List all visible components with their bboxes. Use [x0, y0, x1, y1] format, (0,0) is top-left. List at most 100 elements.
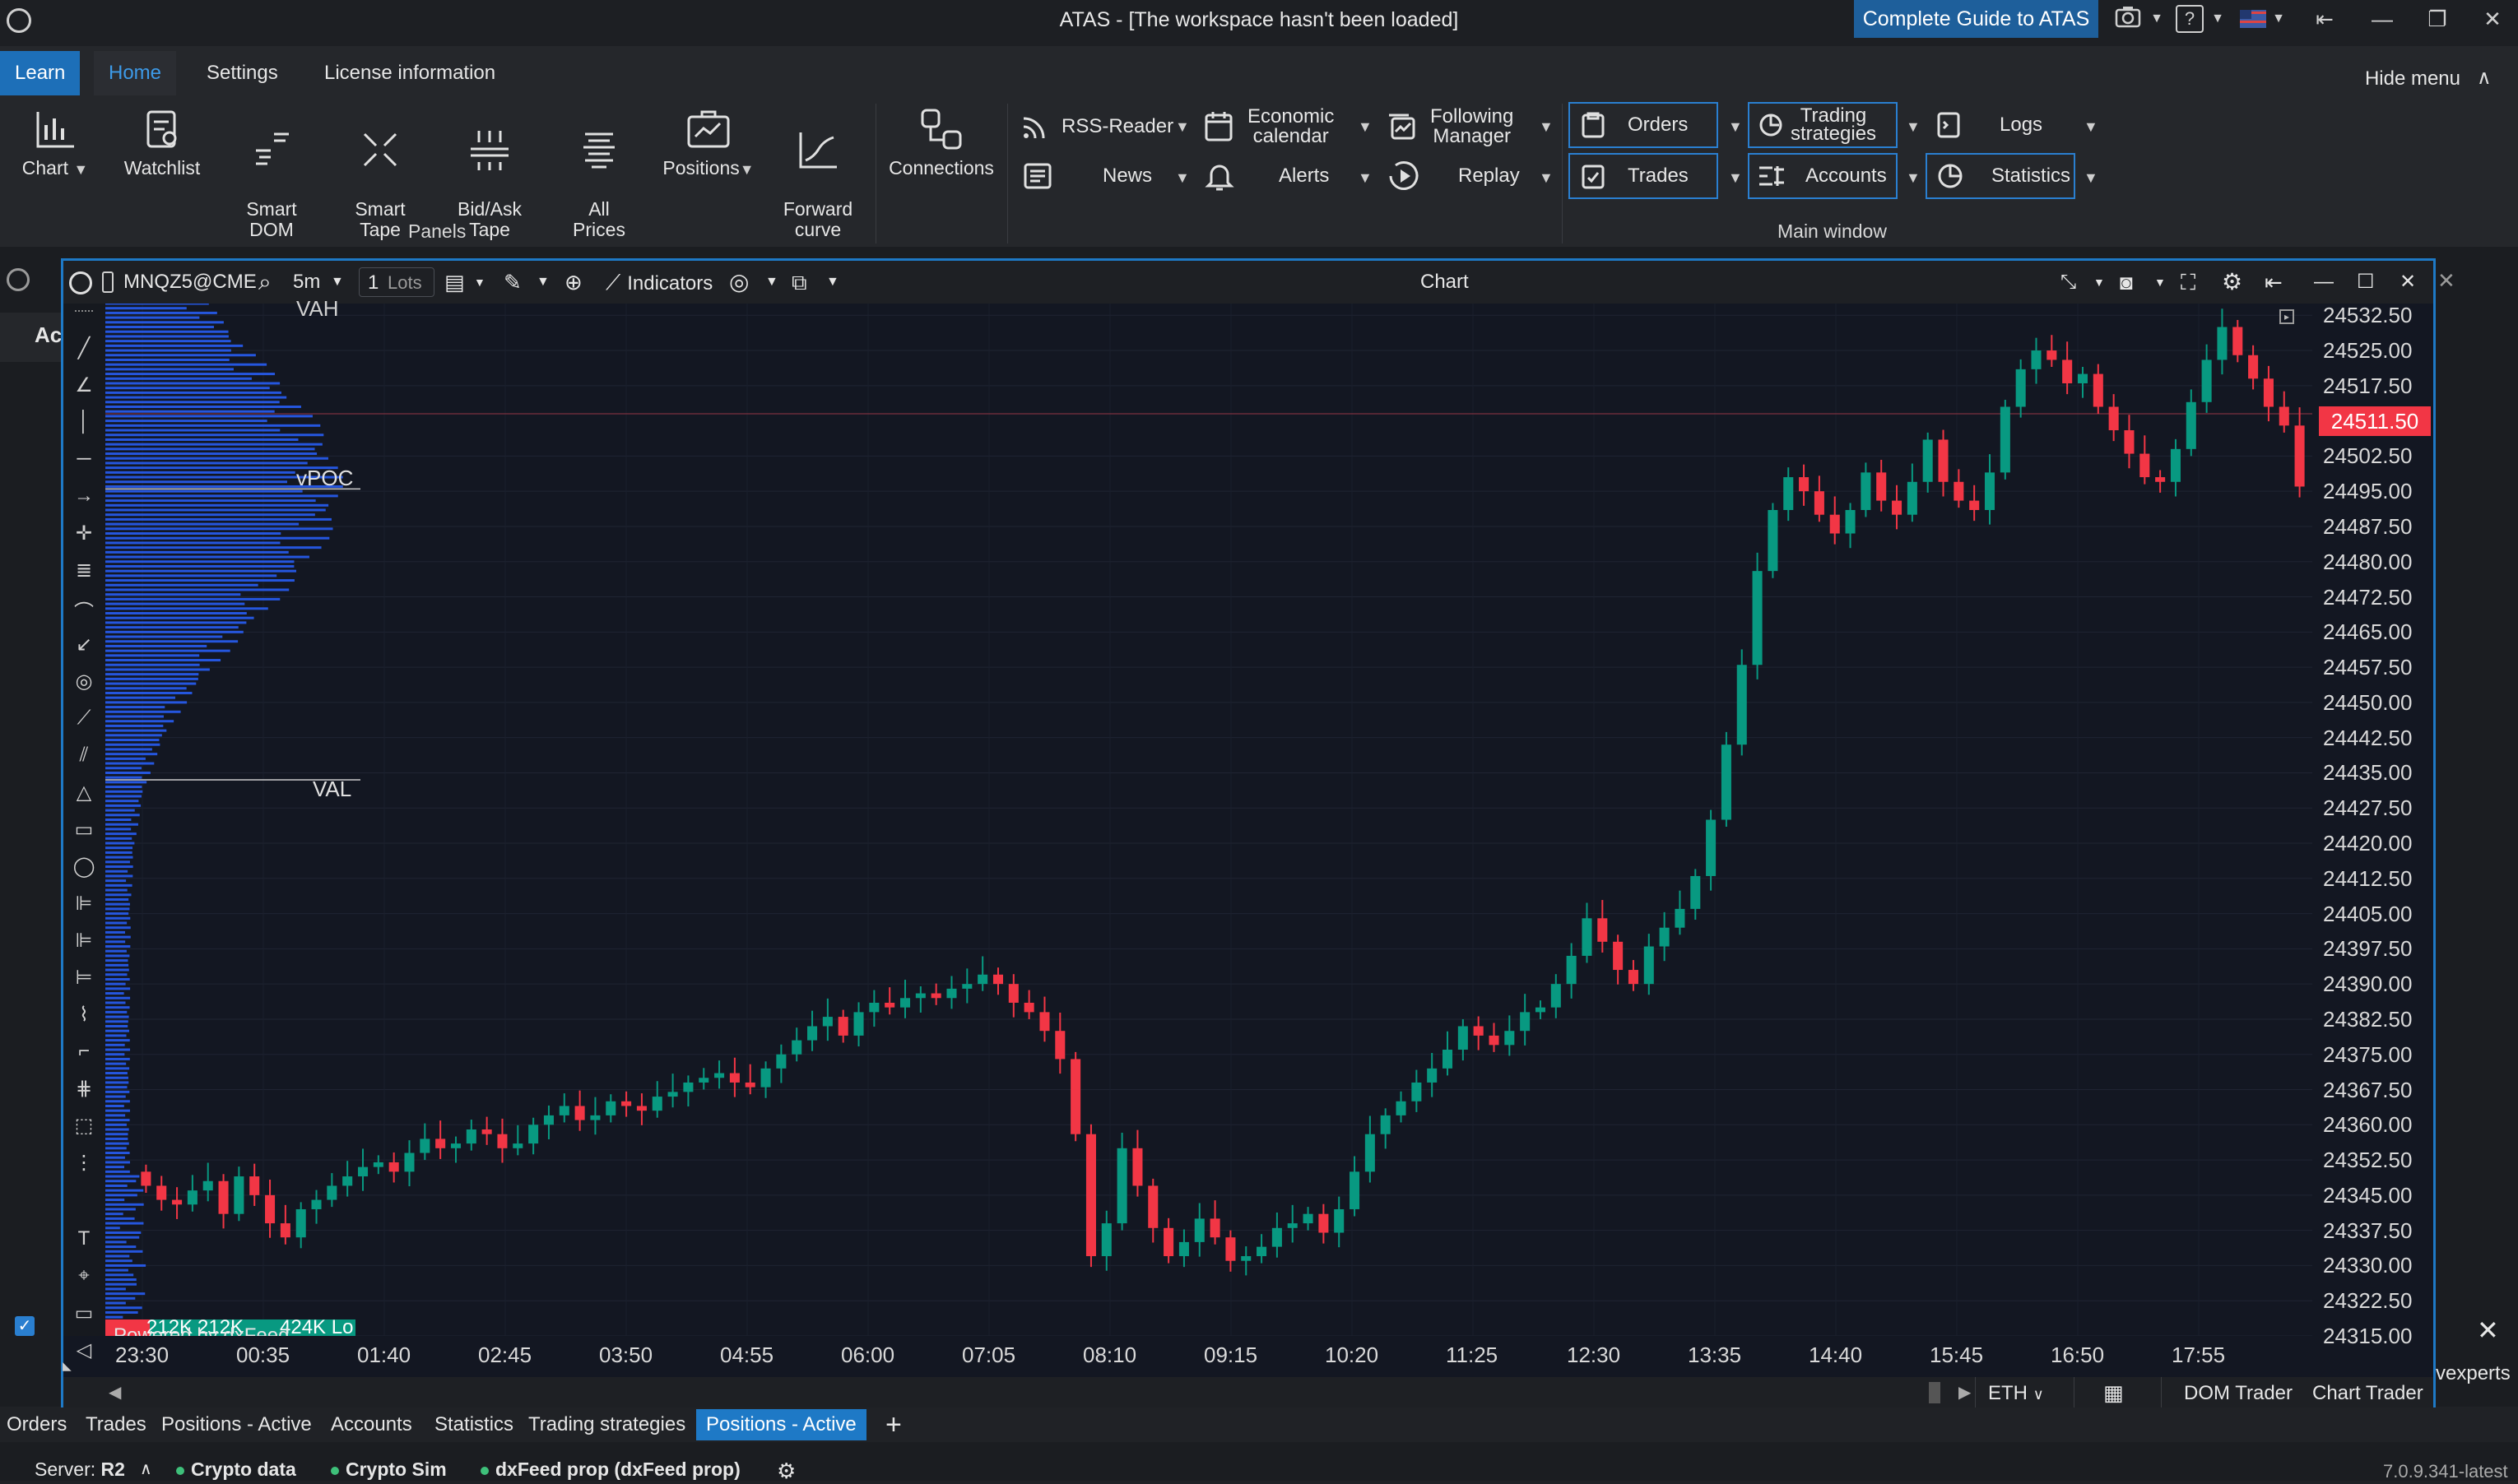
rss-dropdown-icon[interactable]: ▼: [1175, 118, 1190, 135]
alerts-button[interactable]: Alerts: [1203, 153, 1376, 199]
vertical-line-tool-icon[interactable]: │: [77, 410, 91, 433]
screenshot-icon[interactable]: ◙: [2120, 270, 2133, 294]
forward-curve-button[interactable]: Forward curve: [777, 107, 859, 240]
corner-resize-icon[interactable]: ◣: [63, 1359, 72, 1372]
callout-tool-icon[interactable]: ◁: [76, 1339, 92, 1361]
rectangle-tool-icon[interactable]: ▭: [74, 819, 94, 841]
expand-status-icon[interactable]: ∧: [140, 1460, 152, 1478]
indicators-button[interactable]: ⟋ Indicators: [606, 261, 713, 304]
pin-icon[interactable]: ⇤: [2316, 7, 2334, 31]
bottom-tab-positions-active-selected[interactable]: Positions - Active: [696, 1409, 866, 1440]
chart-maximize-icon[interactable]: ☐: [2357, 271, 2375, 293]
trades-button[interactable]: Trades: [1568, 153, 1718, 199]
tab-settings[interactable]: Settings: [207, 62, 278, 84]
timeframe-dropdown-icon[interactable]: ▼: [331, 275, 344, 289]
compress-dropdown-icon[interactable]: ▼: [2093, 276, 2105, 289]
help-dropdown-icon[interactable]: ▼: [2211, 12, 2224, 26]
scroll-left-icon[interactable]: ◀: [109, 1384, 122, 1402]
channel-tool-icon[interactable]: ⫽: [79, 744, 89, 766]
bottom-tab-trades[interactable]: Trades: [86, 1413, 146, 1435]
close-side-panel-icon[interactable]: ✕: [2477, 1315, 2499, 1345]
close-icon[interactable]: ✕: [2483, 7, 2502, 31]
fib-levels-tool-icon[interactable]: ≣: [75, 559, 93, 582]
settings-gear-icon[interactable]: ⚙: [2222, 269, 2243, 294]
circle-tool-icon[interactable]: ◯: [72, 856, 95, 878]
smart-tape-button[interactable]: Smart Tape: [339, 107, 421, 240]
histogram-tool-icon[interactable]: ⊫: [75, 893, 93, 915]
layout-icon[interactable]: ⧉: [792, 270, 807, 294]
line-tool-icon[interactable]: ╱: [77, 337, 91, 359]
bid-ask-tape-button[interactable]: Bid/Ask Tape: [448, 107, 531, 240]
fullscreen-icon[interactable]: ⛶: [2181, 270, 2196, 294]
following-dropdown-icon[interactable]: ▼: [1539, 118, 1554, 135]
chart-trader-button[interactable]: Chart Trader: [2312, 1382, 2423, 1404]
symbol-selector[interactable]: MNQZ5@CME: [123, 271, 257, 293]
orders-dropdown-icon[interactable]: ▼: [1728, 118, 1743, 135]
restore-icon[interactable]: ❐: [2427, 7, 2447, 31]
text-tool-icon[interactable]: T: [77, 1227, 91, 1250]
news-dropdown-icon[interactable]: ▼: [1175, 169, 1190, 186]
trading-strategies-button[interactable]: Trading strategies: [1748, 102, 1898, 148]
chart-button[interactable]: Chart ▼: [10, 107, 100, 214]
ray-tool-icon[interactable]: →: [74, 485, 94, 507]
drawing-pen-icon[interactable]: ✎: [504, 270, 522, 294]
chart-scroll-icon[interactable]: ▸: [2279, 309, 2294, 324]
compress-icon[interactable]: ⤡: [2060, 271, 2077, 293]
screenshot-dropdown-icon[interactable]: ▼: [2154, 276, 2166, 289]
minimize-icon[interactable]: —: [2372, 7, 2393, 31]
label-tool-icon[interactable]: ▭: [74, 1302, 94, 1324]
close-panel-icon[interactable]: ✕: [2437, 268, 2455, 293]
bottom-tab-accounts[interactable]: Accounts: [331, 1413, 412, 1435]
connection-dxfeed-prop[interactable]: dxFeed prop (dxFeed prop): [481, 1458, 741, 1481]
connection-crypto-data[interactable]: Crypto data: [176, 1458, 296, 1481]
statistics-button[interactable]: Statistics: [1926, 153, 2075, 199]
watchlist-button[interactable]: Watchlist: [115, 107, 209, 214]
drawing-dropdown-icon[interactable]: ▼: [537, 275, 550, 289]
crosshair-dropdown-icon[interactable]: ▼: [765, 275, 778, 289]
language-dropdown-icon[interactable]: ▼: [2272, 12, 2285, 26]
us-flag-icon[interactable]: [2240, 10, 2266, 28]
list-tool-icon[interactable]: ⊨: [75, 967, 93, 989]
accounts-button[interactable]: Accounts: [1748, 153, 1898, 199]
camera-dropdown-icon[interactable]: ▼: [2150, 12, 2163, 26]
rss-reader-button[interactable]: RSS-Reader: [1020, 104, 1185, 150]
collapse-icon[interactable]: ∧: [2477, 67, 2492, 89]
dom-trader-button[interactable]: DOM Trader: [2184, 1382, 2293, 1404]
camera-icon[interactable]: [2111, 5, 2144, 33]
cross-tool-icon[interactable]: ✛: [75, 522, 93, 545]
ruler-tool-icon[interactable]: ⟋: [77, 707, 91, 729]
economic-calendar-button[interactable]: Economic calendar: [1203, 104, 1376, 150]
orders-button[interactable]: Orders: [1568, 102, 1718, 148]
triangle-tool-icon[interactable]: △: [76, 781, 92, 804]
tag-tool-icon[interactable]: ⌖: [78, 1264, 90, 1287]
price-axis[interactable]: [2312, 304, 2433, 1336]
trades-dropdown-icon[interactable]: ▼: [1728, 169, 1743, 186]
calendar-dropdown-icon[interactable]: ▼: [1358, 118, 1373, 135]
following-manager-button[interactable]: Following Manager: [1386, 104, 1559, 150]
zoom-icon[interactable]: ⊕: [564, 270, 583, 294]
bottom-tab-orders[interactable]: Orders: [7, 1413, 67, 1435]
accounts-dropdown-icon[interactable]: ▼: [1906, 169, 1921, 186]
add-tab-icon[interactable]: +: [885, 1409, 902, 1440]
curve-tool-icon[interactable]: ⌒: [74, 601, 94, 624]
logs-dropdown-icon[interactable]: ▼: [2084, 118, 2098, 135]
pin-window-icon[interactable]: ⇤: [2265, 270, 2283, 294]
alerts-dropdown-icon[interactable]: ▼: [1358, 169, 1373, 186]
smart-dom-button[interactable]: Smart DOM: [232, 107, 311, 240]
replay-dropdown-icon[interactable]: ▼: [1539, 169, 1554, 186]
complete-guide-button[interactable]: Complete Guide to ATAS: [1854, 0, 2098, 38]
logs-button[interactable]: Logs: [1926, 102, 2075, 148]
replay-button[interactable]: Replay: [1386, 153, 1559, 199]
step-tool-icon[interactable]: ⌐: [77, 1040, 90, 1062]
tab-home[interactable]: Home: [94, 51, 176, 95]
connections-button[interactable]: Connections: [885, 107, 997, 214]
histogram-alt-tool-icon[interactable]: ⊫: [75, 930, 93, 952]
timeframe-selector[interactable]: 5m: [293, 271, 321, 293]
connection-settings-icon[interactable]: ⚙: [777, 1458, 797, 1483]
cluster-tool-icon[interactable]: ⋕: [75, 1078, 93, 1100]
arrow-tool-icon[interactable]: ↙: [75, 633, 93, 656]
bottom-tab-trading-strategies[interactable]: Trading strategies: [528, 1413, 686, 1435]
chart-close-icon[interactable]: ✕: [2400, 271, 2417, 293]
help-icon[interactable]: ?: [2176, 5, 2204, 33]
lots-input[interactable]: 1 Lots: [359, 267, 434, 297]
